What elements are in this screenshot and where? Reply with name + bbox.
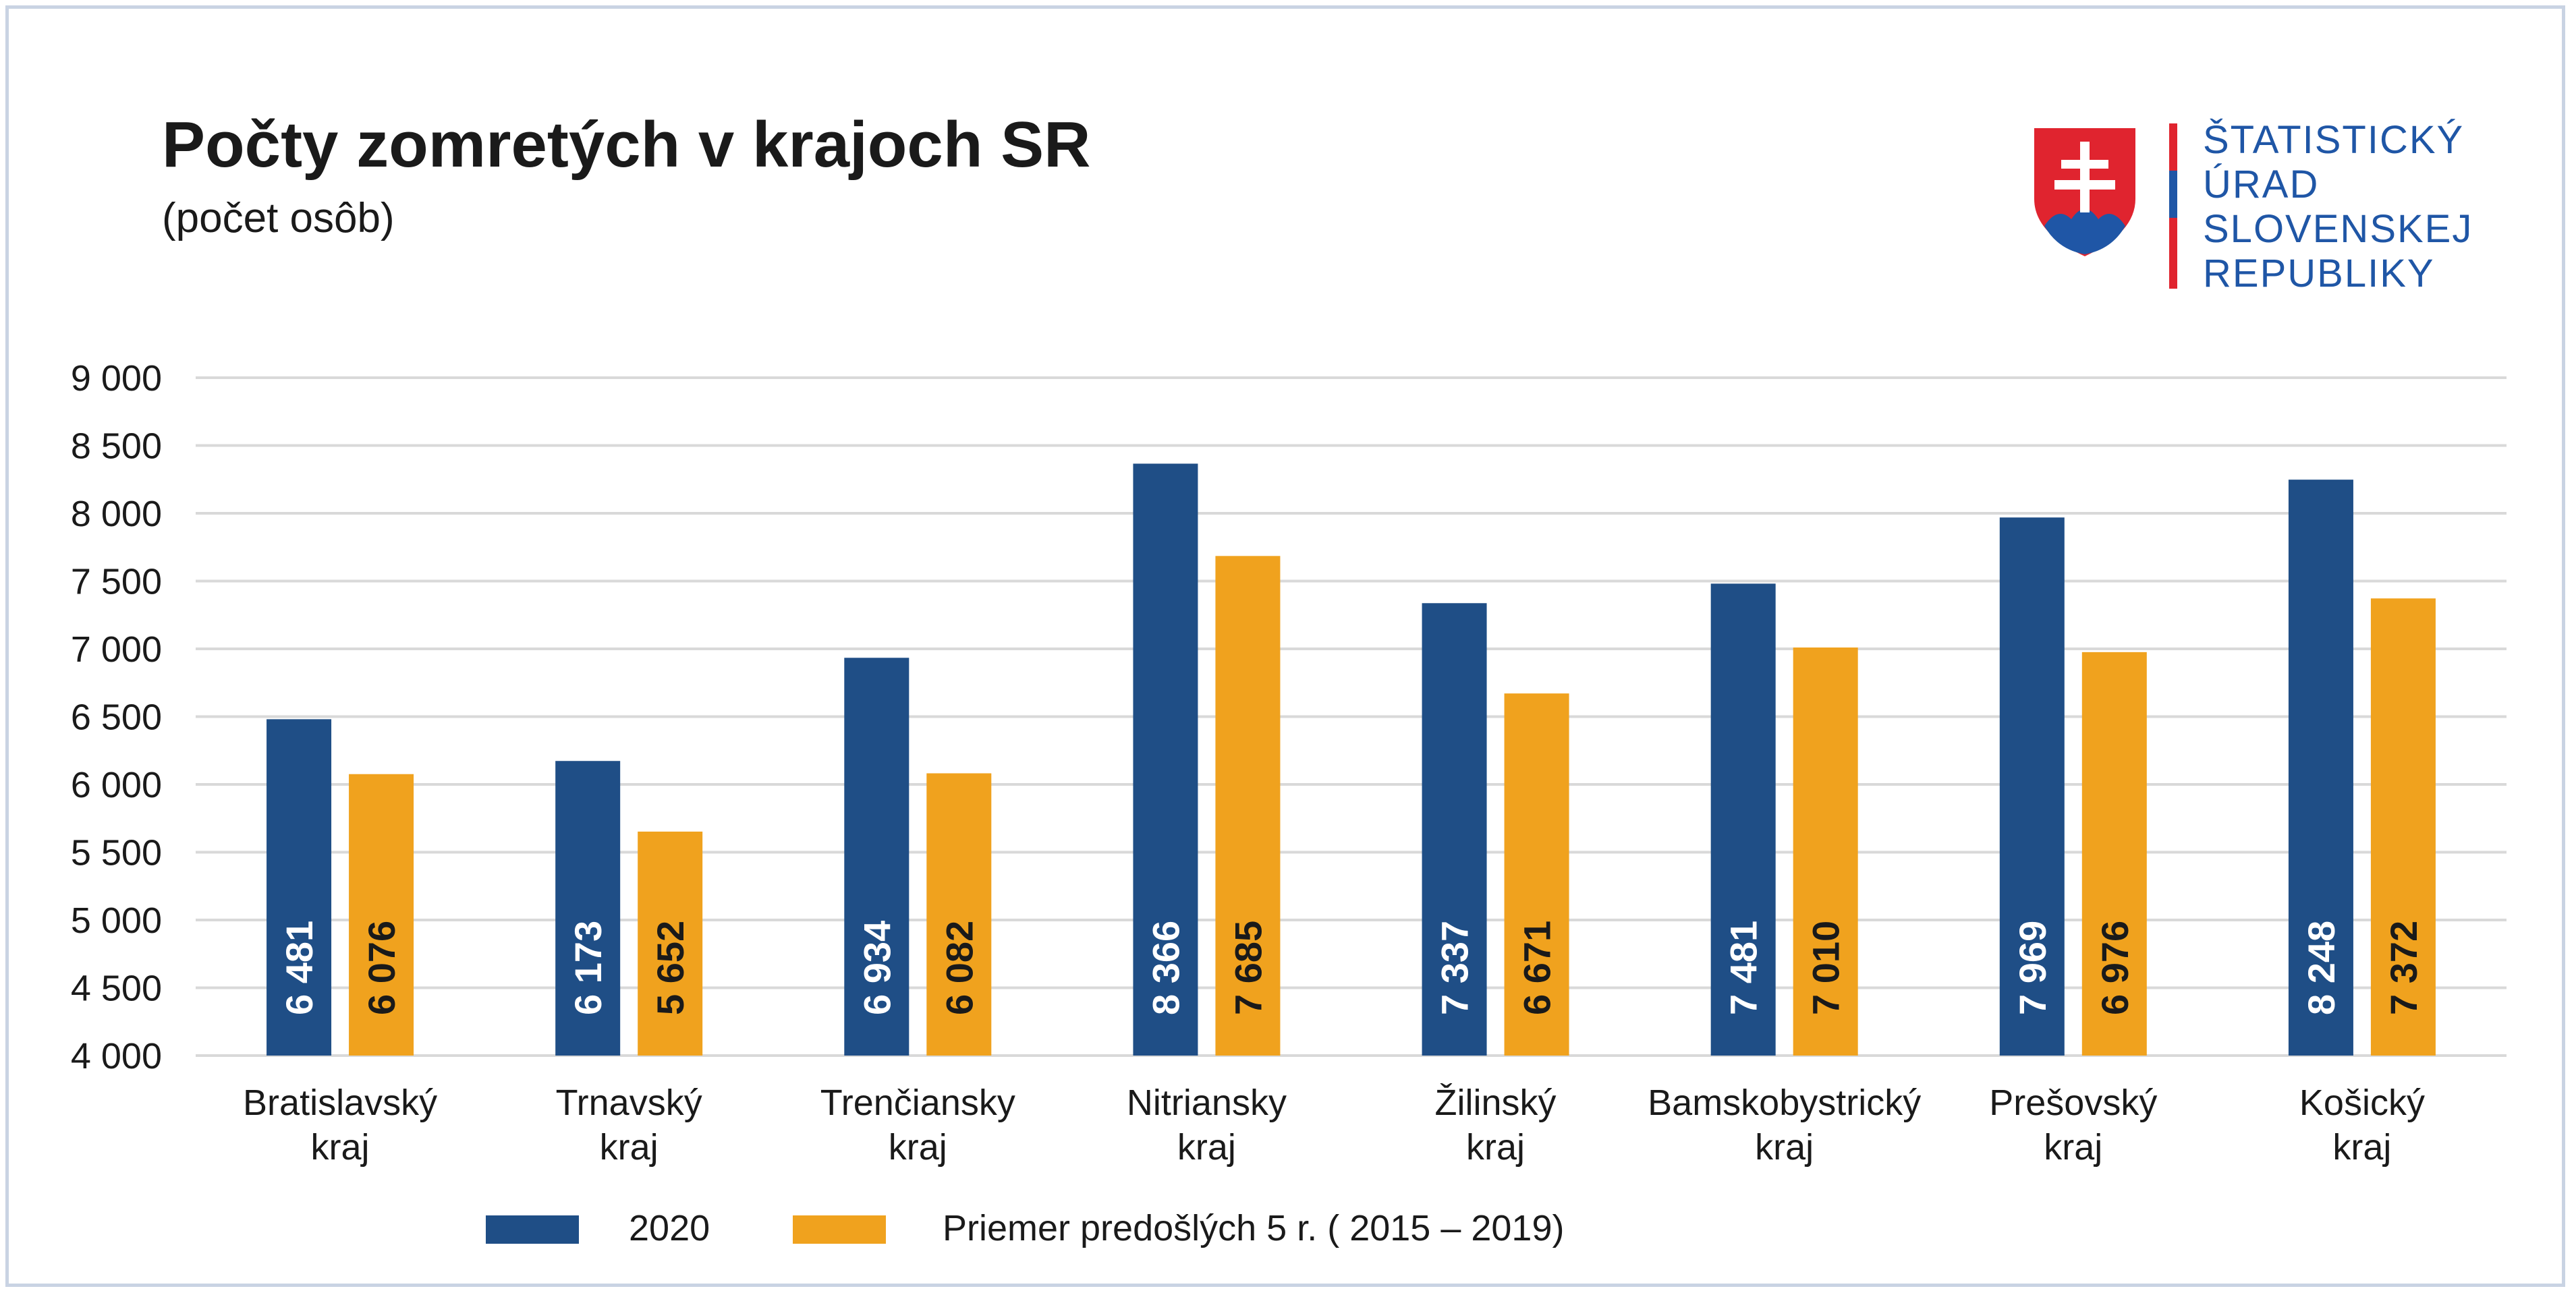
y-tick-label: 7 500 — [71, 562, 162, 602]
x-tick-label: Žilinský — [1435, 1083, 1557, 1123]
logo-divider-red-lower — [2169, 218, 2177, 289]
bar — [926, 773, 992, 1056]
y-tick-label: 5 500 — [71, 833, 162, 873]
data-label: 7 685 — [1227, 921, 1269, 1015]
y-tick-label: 5 000 — [71, 900, 162, 941]
y-tick-label: 6 500 — [71, 697, 162, 738]
chart-frame — [5, 5, 2565, 1287]
y-tick-label: 8 500 — [71, 426, 162, 467]
logo-line-3: SLOVENSKEJ — [2203, 207, 2473, 251]
data-label: 5 652 — [649, 921, 692, 1015]
x-tick-label: Trenčiansky — [820, 1083, 1015, 1123]
x-tick-label: kraj — [1177, 1127, 1236, 1168]
x-tick-label: Košický — [2299, 1083, 2425, 1123]
logo-line-2: ÚRAD — [2203, 163, 2320, 206]
x-tick-label: kraj — [1755, 1127, 1814, 1168]
x-tick-label: kraj — [2332, 1127, 2391, 1168]
bar — [1793, 647, 1858, 1056]
y-tick-label: 4 000 — [71, 1036, 162, 1076]
bar — [2288, 480, 2353, 1056]
bar — [1422, 603, 1487, 1056]
logo-text: ŠTATISTICKÝ ÚRAD SLOVENSKEJ REPUBLIKY — [2203, 118, 2473, 296]
y-tick-label: 6 000 — [71, 765, 162, 805]
x-tick-label: kraj — [2044, 1127, 2102, 1168]
data-label: 7 372 — [2382, 921, 2425, 1015]
slovak-coat-of-arms-icon — [2034, 128, 2135, 256]
data-label: 8 366 — [1144, 921, 1187, 1015]
legend-label-average: Priemer predošlých 5 r. ( 2015 – 2019) — [943, 1208, 1565, 1248]
x-tick-label: Bratislavský — [243, 1083, 437, 1123]
logo: ŠTATISTICKÝ ÚRAD SLOVENSKEJ REPUBLIKY — [2031, 118, 2503, 307]
x-tick-label: Nitriansky — [1127, 1083, 1287, 1123]
x-tick-label: kraj — [600, 1127, 659, 1168]
x-tick-label: kraj — [1466, 1127, 1525, 1168]
data-label: 7 969 — [2011, 921, 2054, 1015]
data-label: 6 481 — [278, 921, 320, 1015]
bar — [1215, 556, 1281, 1056]
legend-label-2020: 2020 — [629, 1208, 710, 1248]
data-label: 6 934 — [856, 921, 898, 1015]
logo-divider-red — [2169, 123, 2177, 171]
chart-subtitle: (počet osôb) — [162, 195, 395, 241]
data-label: 6 173 — [567, 921, 609, 1015]
bar — [2370, 598, 2436, 1056]
x-tick-label: Bamskobystrický — [1648, 1083, 1921, 1123]
bar — [1999, 517, 2065, 1056]
legend-swatch-average — [793, 1215, 886, 1244]
data-label: 6 976 — [2094, 921, 2136, 1015]
data-label: 6 671 — [1516, 921, 1559, 1015]
legend-swatch-2020 — [486, 1215, 579, 1244]
x-tick-label: kraj — [311, 1127, 370, 1168]
bar — [267, 719, 332, 1056]
bar — [638, 831, 703, 1056]
y-tick-label: 9 000 — [71, 358, 162, 399]
bar — [555, 761, 621, 1056]
logo-line-1: ŠTATISTICKÝ — [2203, 118, 2465, 162]
x-tick-label: kraj — [889, 1127, 947, 1168]
data-label: 7 337 — [1434, 921, 1476, 1015]
x-tick-label: Prešovský — [1989, 1083, 2157, 1123]
y-tick-label: 7 000 — [71, 629, 162, 670]
bar — [1504, 693, 1569, 1056]
data-label: 6 082 — [938, 921, 980, 1015]
data-label: 6 076 — [360, 921, 403, 1015]
bar — [844, 658, 909, 1056]
bar — [2081, 652, 2147, 1056]
logo-divider-blue — [2169, 171, 2177, 218]
bar — [1710, 583, 1776, 1056]
x-tick-label: Trnavský — [556, 1083, 702, 1123]
logo-line-4: REPUBLIKY — [2203, 252, 2435, 295]
data-label: 8 248 — [2300, 921, 2343, 1015]
chart-title: Počty zomretých v krajoch SR — [162, 109, 1091, 181]
data-label: 7 481 — [1723, 921, 1765, 1015]
y-tick-label: 4 500 — [71, 969, 162, 1009]
bar — [1133, 463, 1198, 1056]
y-tick-label: 8 000 — [71, 494, 162, 534]
data-label: 7 010 — [1805, 921, 1847, 1015]
bar — [349, 774, 414, 1056]
